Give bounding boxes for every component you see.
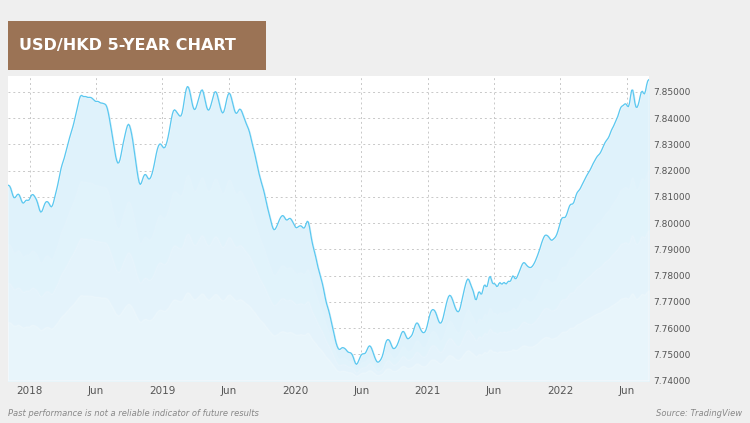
Text: Source: TradingView: Source: TradingView	[656, 409, 742, 418]
Text: USD/HKD 5-YEAR CHART: USD/HKD 5-YEAR CHART	[20, 38, 236, 53]
Text: Past performance is not a reliable indicator of future results: Past performance is not a reliable indic…	[8, 409, 258, 418]
